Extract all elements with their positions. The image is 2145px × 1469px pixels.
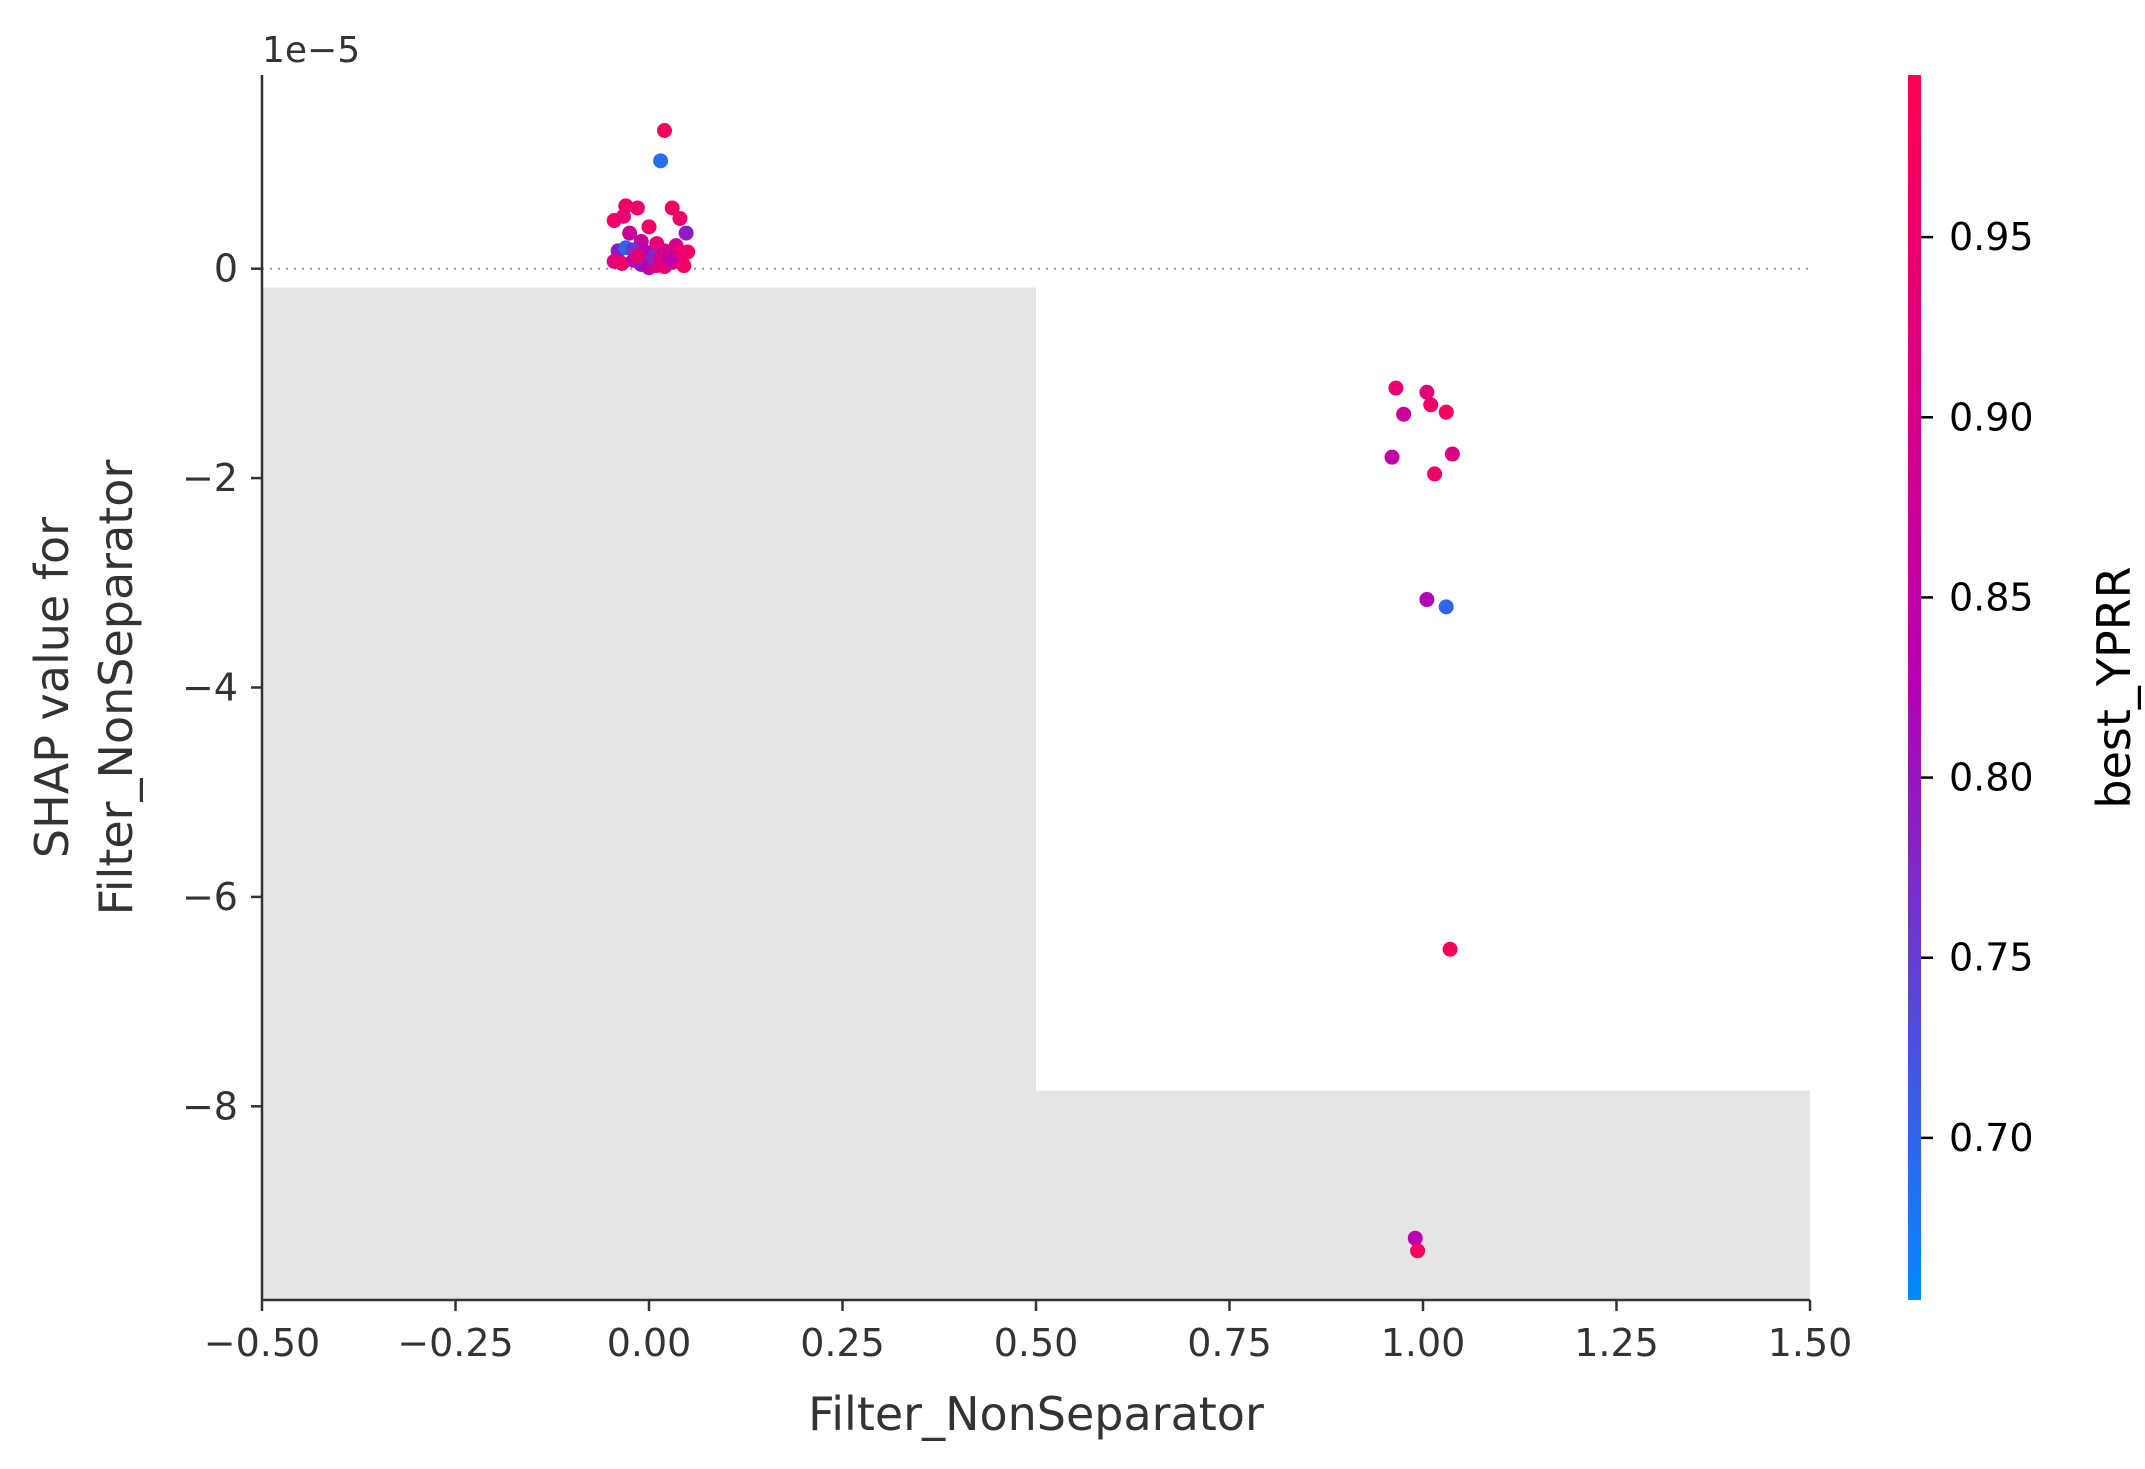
data-point	[656, 122, 672, 138]
x-tick-label: 1.25	[1574, 1321, 1659, 1365]
colorbar-tick-label: 0.75	[1949, 936, 2034, 980]
data-point	[1384, 449, 1400, 465]
y-tick-label: −6	[182, 875, 238, 919]
colorbar-tick-label: 0.95	[1949, 215, 2034, 259]
colorbar-gradient	[1908, 75, 1921, 1300]
data-point	[678, 225, 694, 241]
data-point	[641, 219, 657, 235]
data-point	[653, 153, 669, 169]
data-point	[629, 200, 645, 216]
data-point	[614, 255, 630, 271]
data-point	[1423, 397, 1439, 413]
y-tick-label: −4	[182, 666, 238, 710]
data-point	[615, 208, 631, 224]
x-tick-label: −0.25	[397, 1321, 513, 1365]
histogram-bar	[262, 287, 1036, 1300]
data-point	[1444, 446, 1460, 462]
colorbar-tick-label: 0.85	[1949, 575, 2034, 619]
y-tick-label: −8	[182, 1084, 238, 1128]
x-tick-label: 1.50	[1768, 1321, 1853, 1365]
x-tick-label: 0.75	[1187, 1321, 1272, 1365]
data-point	[1442, 941, 1458, 957]
data-point	[662, 250, 678, 266]
data-point	[664, 200, 680, 216]
colorbar-tick-label: 0.90	[1949, 395, 2034, 439]
x-axis-label: Filter_NonSeparator	[808, 1387, 1264, 1441]
data-point	[1438, 404, 1454, 420]
histogram-bar	[1036, 1090, 1810, 1300]
data-point	[622, 225, 638, 241]
data-point	[676, 258, 692, 274]
y-tick-label: −2	[182, 456, 238, 500]
data-point	[1427, 466, 1443, 482]
x-tick-label: −0.50	[204, 1321, 320, 1365]
y-tick-label: 0	[214, 247, 238, 291]
y-axis-label: SHAP value for Filter_NonSeparator	[25, 460, 143, 916]
axes: −0.50 −0.25 0.00 0.25 0.50 0.75 1.00 1.25 1.50 0 −…	[182, 75, 1852, 1365]
y-axis-label-line-1: SHAP value for	[25, 517, 79, 858]
y-offset-label: 1e−5	[262, 30, 360, 71]
data-point	[1419, 384, 1435, 400]
data-point	[1419, 592, 1435, 608]
y-axis-label-line-2: Filter_NonSeparator	[89, 460, 143, 916]
data-point	[1388, 380, 1404, 396]
x-tick-label: 0.00	[607, 1321, 692, 1365]
data-point	[629, 248, 645, 264]
x-tick-label: 0.50	[994, 1321, 1079, 1365]
data-point	[1396, 406, 1412, 422]
scatter-points	[606, 122, 1460, 1259]
data-point	[1410, 1243, 1426, 1259]
colorbar-label: best_YPRR	[2087, 566, 2141, 808]
x-tick-label: 0.25	[800, 1321, 885, 1365]
data-point	[1407, 1230, 1423, 1246]
histogram-background	[262, 287, 1810, 1300]
x-tick-label: 1.00	[1381, 1321, 1466, 1365]
colorbar-tick-label: 0.80	[1949, 756, 2034, 800]
colorbar: 0.70 0.75 0.80 0.85 0.90 0.95	[1908, 75, 2034, 1300]
data-point	[1438, 599, 1454, 615]
colorbar-tick-label: 0.70	[1949, 1116, 2034, 1160]
data-point	[672, 210, 688, 226]
